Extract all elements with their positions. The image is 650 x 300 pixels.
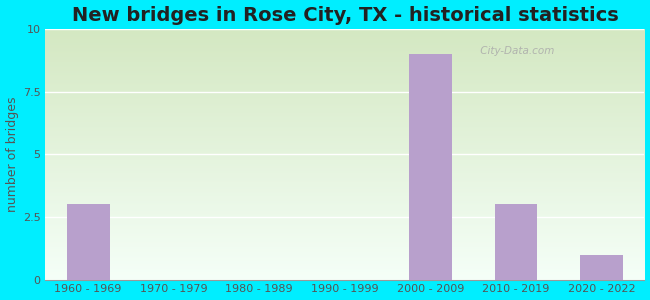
Title: New bridges in Rose City, TX - historical statistics: New bridges in Rose City, TX - historica… xyxy=(72,6,618,25)
Bar xyxy=(409,54,452,280)
Y-axis label: number of bridges: number of bridges xyxy=(6,97,19,212)
Bar xyxy=(495,204,538,280)
Text: City-Data.com: City-Data.com xyxy=(476,46,554,56)
Bar xyxy=(67,204,109,280)
Bar xyxy=(580,254,623,280)
